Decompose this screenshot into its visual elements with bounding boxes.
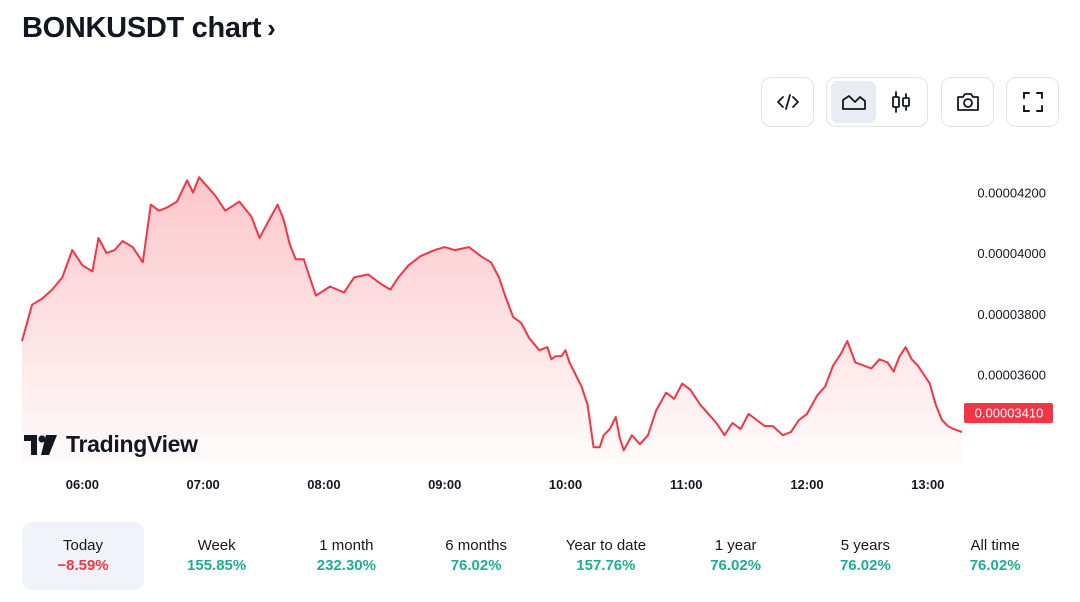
chart-style-toggle [826,77,928,127]
period-change-value: 76.02% [839,557,891,574]
period-tab-week[interactable]: Week 155.85% [156,522,278,590]
price-line [21,176,963,452]
last-price-badge: 0.00003410 [964,403,1053,423]
period-tab-year-to-date[interactable]: Year to date 157.76% [545,522,667,590]
x-tick-label: 06:00 [66,477,99,492]
period-change-value: 232.30% [316,557,376,574]
candlestick-icon [891,91,910,113]
x-axis: 06:00 07:00 08:00 09:00 10:00 11:00 12:00 13:00 [66,477,945,492]
period-change-value: 157.76% [576,557,636,574]
last-price-label: 0.00003410 [975,406,1044,421]
period-label: Today [62,537,104,554]
chart-title: BONKUSDT chart [22,12,262,44]
chevron-right-icon: › [267,13,276,43]
embed-code-button[interactable] [761,77,814,127]
period-label: Year to date [565,537,647,554]
candlestick-chart-button[interactable] [878,81,923,123]
period-label: 1 year [714,537,757,554]
chart-title-link[interactable]: BONKUSDT chart › [22,12,276,45]
price-chart[interactable]: 0.00004200 0.00004000 0.00003800 0.00003600… [0,140,1080,505]
y-axis: 0.00004200 0.00004000 0.00003800 0.00003600 [977,185,1046,382]
fullscreen-button[interactable] [1006,77,1059,127]
period-tab-6-months[interactable]: 6 months 76.02% [415,522,537,590]
y-tick-label: 0.00003800 [977,307,1046,322]
x-tick-label: 07:00 [187,477,220,492]
camera-icon [956,93,979,111]
code-icon [776,94,799,110]
x-tick-label: 10:00 [549,477,582,492]
x-tick-label: 12:00 [790,477,823,492]
period-tab-1-month[interactable]: 1 month 232.30% [285,522,407,590]
y-tick-label: 0.00004000 [977,246,1046,261]
x-tick-label: 11:00 [670,477,703,492]
period-tab-1-year[interactable]: 1 year 76.02% [675,522,797,590]
period-change-value: 76.02% [450,557,502,574]
tradingview-logo[interactable]: TradingView [24,431,198,458]
period-label: 1 month [319,537,374,554]
period-change-value: 76.02% [969,557,1021,574]
price-area-fill [22,177,962,465]
fullscreen-icon [1022,92,1043,112]
period-tab-all-time[interactable]: All time 76.02% [934,522,1056,590]
y-tick-label: 0.00004200 [977,185,1046,200]
tradingview-logo-text: TradingView [66,431,198,457]
period-label: 6 months [445,537,507,554]
period-label: 5 years [840,537,890,554]
x-tick-label: 08:00 [307,477,340,492]
period-performance-tabs: Today −8.59% Week 155.85% 1 month 232.30% 6 mo… [22,522,1060,590]
x-tick-label: 13:00 [911,477,944,492]
period-change-value: 76.02% [710,557,762,574]
period-label: Week [197,537,236,554]
period-label: All time [970,537,1020,554]
x-tick-label: 09:00 [428,477,461,492]
y-tick-label: 0.00003600 [977,368,1046,383]
area-chart-icon [841,95,866,110]
tradingview-logo-icon [24,434,57,455]
area-chart-button[interactable] [831,81,876,123]
period-change-value: −8.59% [57,557,109,574]
period-tab-today[interactable]: Today −8.59% [22,522,144,590]
period-change-value: 155.85% [187,557,247,574]
period-tab-5-years[interactable]: 5 years 76.02% [804,522,926,590]
snapshot-button[interactable] [941,77,994,127]
